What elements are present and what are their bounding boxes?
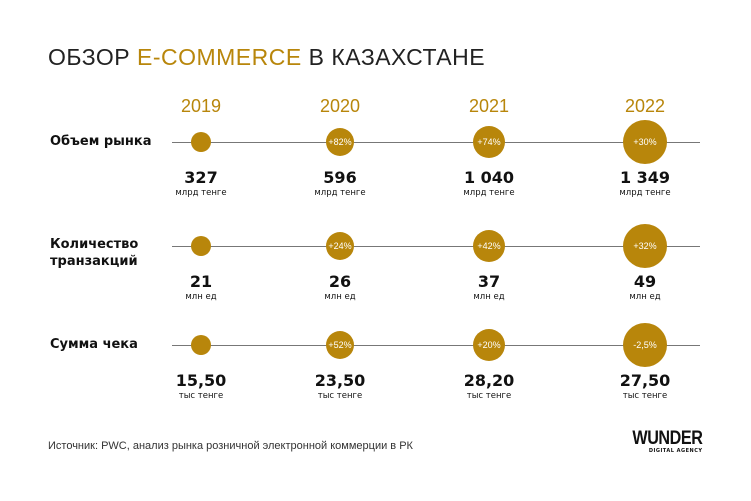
page-title: ОБЗОР E-COMMERCE В КАЗАХСТАНЕ: [48, 44, 486, 70]
unit-label: млрд тенге: [619, 188, 671, 198]
value-label: 23,50: [314, 371, 366, 390]
unit-label: тыс тенге: [466, 391, 512, 401]
row-label: Количество транзакций: [50, 237, 139, 269]
bubble: +82%: [326, 128, 354, 156]
year-label: 2021: [468, 96, 510, 116]
bubble: [191, 236, 211, 256]
value-label: 26: [328, 272, 352, 291]
value-label: 596: [323, 168, 357, 187]
unit-label: млрд тенге: [314, 188, 366, 198]
bubble: +52%: [326, 331, 354, 359]
value-label: 28,20: [463, 371, 515, 390]
value-label: 1 349: [619, 168, 671, 187]
row-label: Сумма чека: [50, 337, 138, 352]
value-label: 15,50: [175, 371, 227, 390]
bubble: +42%: [473, 230, 505, 262]
bubble: +74%: [473, 126, 505, 158]
value-label: 37: [477, 272, 501, 291]
unit-label: млрд тенге: [463, 188, 515, 198]
unit-label: тыс тенге: [622, 391, 668, 401]
unit-label: млн ед: [324, 292, 356, 302]
row-label: Объем рынка: [50, 134, 152, 149]
timeline-line: [172, 142, 700, 143]
unit-label: тыс тенге: [317, 391, 363, 401]
bubble: +24%: [326, 232, 354, 260]
bubble: [191, 335, 211, 355]
bubble: +20%: [473, 329, 505, 361]
year-label: 2022: [624, 96, 666, 116]
unit-label: тыс тенге: [178, 391, 224, 401]
value-label: 49: [633, 272, 657, 291]
value-label: 327: [184, 168, 218, 187]
timeline-line: [172, 345, 700, 346]
unit-label: млн ед: [629, 292, 661, 302]
unit-label: млн ед: [473, 292, 505, 302]
value-label: 27,50: [619, 371, 671, 390]
bubble: +32%: [623, 224, 667, 268]
bubble: +30%: [623, 120, 667, 164]
timeline-line: [172, 246, 700, 247]
year-label: 2020: [319, 96, 361, 116]
bubble: [191, 132, 211, 152]
source-note: Источник: PWC, анализ рынка розничной эл…: [48, 440, 413, 452]
bubble: -2,5%: [623, 323, 667, 367]
value-label: 1 040: [463, 168, 515, 187]
year-label: 2019: [180, 96, 222, 116]
value-label: 21: [189, 272, 213, 291]
unit-label: млн ед: [185, 292, 217, 302]
logo: WUNDER DIGITAL AGENCY: [632, 428, 703, 454]
unit-label: млрд тенге: [175, 188, 227, 198]
